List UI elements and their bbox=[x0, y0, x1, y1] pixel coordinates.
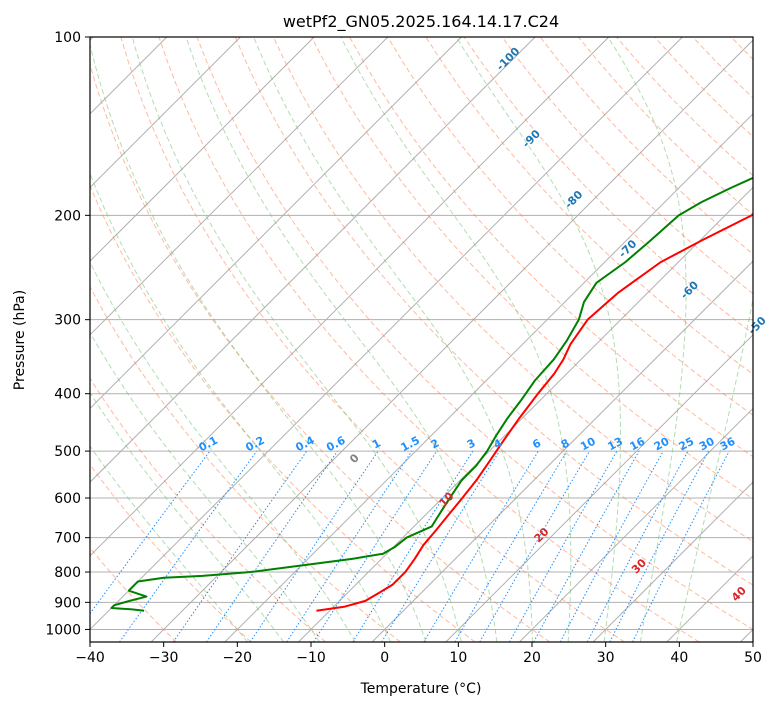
moist-adiabat bbox=[607, 37, 687, 642]
isotherm-gridline bbox=[90, 37, 610, 557]
dry-adiabat bbox=[311, 37, 753, 500]
mixing-ratio-label: 20 bbox=[652, 435, 672, 454]
dry-adiabat bbox=[90, 463, 252, 642]
mixing-ratio-line bbox=[172, 450, 308, 642]
isotherm-gridline bbox=[371, 260, 753, 642]
y-axis-label: Pressure (hPa) bbox=[12, 290, 28, 390]
dry-adiabat bbox=[425, 37, 753, 375]
mixing-ratio-line bbox=[632, 450, 730, 642]
y-tick-label: 100 bbox=[54, 30, 81, 46]
grid-layer bbox=[90, 37, 753, 642]
series-layer bbox=[110, 176, 753, 612]
isotherm-gridline bbox=[592, 481, 753, 642]
mixing-ratio-line bbox=[533, 450, 640, 642]
isotherm-gridline bbox=[90, 37, 389, 336]
x-tick-label: 30 bbox=[597, 650, 615, 666]
isotherm-gridline bbox=[519, 407, 753, 642]
x-tick-label: −20 bbox=[223, 650, 253, 666]
moist-adiabat bbox=[676, 296, 753, 642]
x-tick-label: 50 bbox=[744, 650, 762, 666]
x-tick-label: −30 bbox=[149, 650, 179, 666]
y-tick-label: 900 bbox=[54, 595, 81, 611]
plot-frame bbox=[89, 36, 754, 643]
dry-adiabat bbox=[349, 37, 753, 458]
mixing-ratio-line bbox=[509, 450, 618, 642]
mixing-ratio-line bbox=[286, 450, 413, 642]
y-tick-label: 200 bbox=[54, 208, 81, 224]
dry-adiabat bbox=[90, 377, 327, 642]
chart-title: wetPf2_GN05.2025.164.14.17.C24 bbox=[283, 12, 559, 32]
dry-adiabat bbox=[272, 37, 753, 543]
mixing-ratio-line bbox=[205, 450, 338, 642]
mixing-ratio-line bbox=[90, 450, 211, 615]
dry-adiabat bbox=[90, 62, 551, 642]
moist-adiabat bbox=[253, 37, 533, 642]
temperature-profile bbox=[316, 212, 753, 612]
isotherm-gridline bbox=[150, 39, 753, 642]
auxiliary-lines-layer bbox=[90, 37, 753, 642]
dewpoint-profile bbox=[110, 176, 753, 612]
mixing-ratio-line bbox=[559, 450, 664, 642]
y-tick-label: 800 bbox=[54, 565, 81, 581]
x-tick-label: 40 bbox=[670, 650, 688, 666]
y-tick-label: 700 bbox=[54, 531, 81, 547]
dry-adiabat bbox=[387, 37, 753, 416]
x-tick-label: 0 bbox=[380, 650, 389, 666]
mixing-ratio-line bbox=[586, 450, 689, 642]
moist-adiabat bbox=[90, 331, 320, 642]
mixing-ratio-line bbox=[249, 450, 379, 642]
x-tick-label: −10 bbox=[296, 650, 326, 666]
y-tick-label: 300 bbox=[54, 313, 81, 329]
mixing-ratio-line bbox=[313, 450, 438, 642]
x-axis-label: Temperature (°C) bbox=[360, 681, 482, 697]
dry-adiabat bbox=[90, 184, 476, 642]
dry-adiabat bbox=[234, 37, 753, 586]
isotherm-gridline bbox=[224, 113, 753, 642]
y-tick-label: 500 bbox=[54, 444, 81, 460]
mixing-ratio-line bbox=[352, 450, 474, 642]
x-tick-label: −40 bbox=[75, 650, 105, 666]
isotherm-gridline bbox=[90, 37, 683, 631]
dry-adiabat bbox=[90, 285, 401, 642]
moist-adiabat bbox=[340, 37, 572, 642]
isotherm-gridline bbox=[90, 37, 536, 483]
moist-adiabat bbox=[90, 171, 392, 642]
dry-adiabat bbox=[158, 37, 700, 642]
x-tick-label: 10 bbox=[449, 650, 467, 666]
mixing-ratio-line bbox=[609, 450, 709, 642]
dry-adiabat bbox=[196, 37, 753, 631]
mixing-ratio-label: 16 bbox=[628, 435, 648, 454]
y-tick-label: 1000 bbox=[45, 622, 81, 638]
mixing-ratio-label: 10 bbox=[578, 435, 598, 454]
mixing-ratio-label: 25 bbox=[677, 435, 697, 454]
y-tick-label: 400 bbox=[54, 387, 81, 403]
x-tick-label: 20 bbox=[523, 650, 541, 666]
y-tick-label: 600 bbox=[54, 491, 81, 507]
mixing-ratio-label: 30 bbox=[697, 435, 717, 454]
mixing-ratio-label: 13 bbox=[605, 435, 625, 454]
mixing-ratio-label: 36 bbox=[718, 435, 738, 454]
moist-adiabat bbox=[90, 445, 249, 642]
isotherm-gridline bbox=[90, 37, 462, 410]
axes-layer: −40 −30 −20 −10 0 10 20 30 40 50 100 200 300 400 500 60… bbox=[45, 30, 762, 666]
dry-adiabat bbox=[501, 37, 753, 295]
dry-adiabat bbox=[120, 37, 625, 642]
moist-adiabat bbox=[131, 37, 462, 642]
moist-adiabat bbox=[90, 42, 427, 642]
mixing-ratio-line bbox=[423, 450, 539, 642]
mixing-ratio-line bbox=[381, 450, 500, 642]
isotherm-gridline bbox=[445, 334, 753, 642]
mixing-ratio-line bbox=[119, 450, 258, 642]
isotherm-gridline bbox=[90, 37, 315, 262]
moist-adiabat bbox=[90, 260, 356, 642]
isotherm-gridline bbox=[90, 37, 241, 189]
